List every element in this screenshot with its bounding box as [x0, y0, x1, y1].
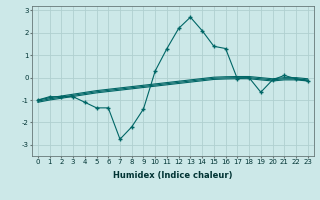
X-axis label: Humidex (Indice chaleur): Humidex (Indice chaleur)	[113, 171, 233, 180]
